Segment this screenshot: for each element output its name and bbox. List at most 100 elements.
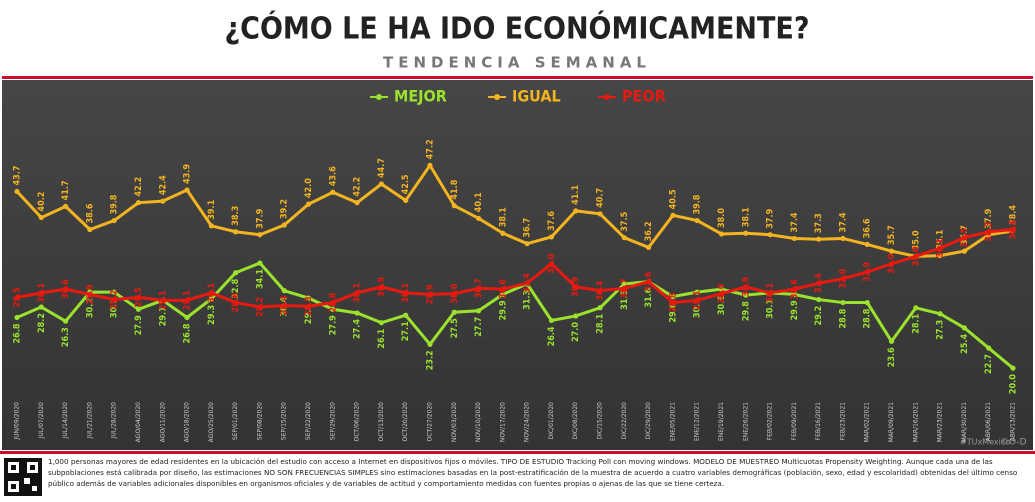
point (791, 235, 797, 242)
point (427, 341, 433, 347)
point (718, 231, 725, 237)
data-label: 40.7 (596, 188, 606, 208)
x-tick-label: OCT/13/2020 (378, 402, 385, 442)
point (135, 294, 142, 300)
point (111, 217, 117, 224)
point (160, 198, 166, 204)
point (281, 288, 287, 294)
data-label: 30.1 (766, 283, 776, 303)
data-label: 35.7 (887, 225, 897, 245)
data-label: 37.5 (620, 211, 630, 231)
x-tick-label: AGO/11/2020 (159, 402, 166, 443)
data-label: 30.1 (401, 283, 411, 303)
data-label: 20.0 (1009, 374, 1019, 394)
x-tick-label: FEB/09/2021 (791, 402, 798, 440)
point (840, 235, 846, 242)
point (14, 294, 20, 300)
x-tick-label: OCT/20/2020 (402, 402, 409, 442)
point (184, 297, 190, 303)
point (305, 201, 312, 207)
point (475, 285, 482, 291)
data-label: 30.1 (766, 299, 776, 319)
data-label: 37.9 (255, 208, 265, 228)
data-label: 30.2 (110, 298, 120, 318)
data-label: 27.9 (134, 315, 144, 335)
point (135, 306, 142, 312)
point (743, 230, 749, 236)
x-tick-label: OCT/06/2020 (354, 402, 361, 442)
x-tick-label: MAR/16/2021 (912, 402, 919, 443)
data-label: 30.0 (450, 283, 460, 303)
header-rule (2, 76, 1033, 79)
point (378, 284, 384, 290)
x-tick-label: ABR/06/2021 (985, 402, 992, 442)
data-label: 40.1 (474, 192, 484, 212)
point (986, 229, 992, 235)
data-label: 27.5 (450, 318, 460, 338)
x-tick-label: FEB/02/2021 (767, 402, 774, 440)
data-label: 41.7 (61, 180, 71, 200)
data-label: 30.1 (207, 283, 217, 303)
data-label: 29.3 (207, 305, 217, 325)
data-label: 30.2 (693, 298, 703, 318)
point (62, 286, 69, 292)
data-label: 29.2 (814, 306, 824, 326)
data-label: 38.6 (1009, 219, 1019, 239)
data-label: 26.8 (13, 323, 23, 343)
point (840, 299, 846, 306)
point (573, 284, 579, 290)
point (305, 303, 312, 309)
point (87, 226, 93, 233)
data-label: 30.4 (596, 280, 606, 300)
data-label: 27.4 (353, 319, 363, 339)
x-tick-label: ENE/05/2021 (669, 402, 676, 441)
data-label: 36.7 (523, 218, 533, 238)
data-label: 42.2 (134, 177, 144, 197)
data-label: 38.4 (1009, 205, 1019, 225)
point (646, 244, 652, 250)
data-label: 28.3 (304, 296, 314, 316)
chart-title: ¿CÓMO LE HA IDO ECONÓMICAMENTE? (225, 10, 810, 47)
point (281, 222, 287, 228)
data-label: 23.6 (887, 347, 897, 367)
point (184, 314, 190, 321)
point (961, 235, 968, 241)
data-label: 38.1 (741, 207, 751, 227)
point (87, 291, 93, 297)
x-tick-label: SEP/01/2020 (232, 402, 239, 440)
point (621, 235, 627, 241)
qr-code (4, 458, 42, 496)
data-label: 36.6 (863, 218, 873, 238)
data-label: 37.6 (547, 211, 557, 231)
data-label: 39.2 (280, 199, 290, 219)
legend-label: MEJOR (394, 87, 447, 106)
data-label: 27.7 (474, 317, 484, 337)
point (573, 208, 579, 214)
data-label: 29.5 (13, 287, 23, 307)
data-label: 44.7 (377, 158, 387, 178)
data-label: 28.8 (328, 292, 338, 312)
point (913, 253, 919, 259)
legend-label: IGUAL (512, 87, 561, 106)
series-line (16, 228, 1014, 309)
point (62, 203, 69, 209)
data-label: 42.0 (304, 178, 314, 198)
data-label: 23.2 (425, 350, 435, 370)
x-tick-label: AGO/04/2020 (135, 402, 142, 443)
x-tick-label: JUL/07/2020 (38, 402, 45, 440)
data-label: 35.0 (911, 246, 921, 266)
data-label: 28.8 (863, 308, 873, 328)
data-label: 29.8 (741, 301, 751, 321)
data-label: 35.7 (960, 225, 970, 245)
point (597, 288, 603, 294)
data-label: 34.0 (547, 253, 557, 273)
data-label: 40.2 (37, 192, 47, 212)
brand: ©O-D (1000, 438, 1027, 448)
point (548, 317, 555, 324)
point (500, 230, 506, 236)
data-label: 26.4 (547, 326, 557, 346)
data-label: 37.4 (790, 212, 800, 232)
point (330, 189, 336, 195)
data-label: 30.9 (377, 277, 387, 297)
